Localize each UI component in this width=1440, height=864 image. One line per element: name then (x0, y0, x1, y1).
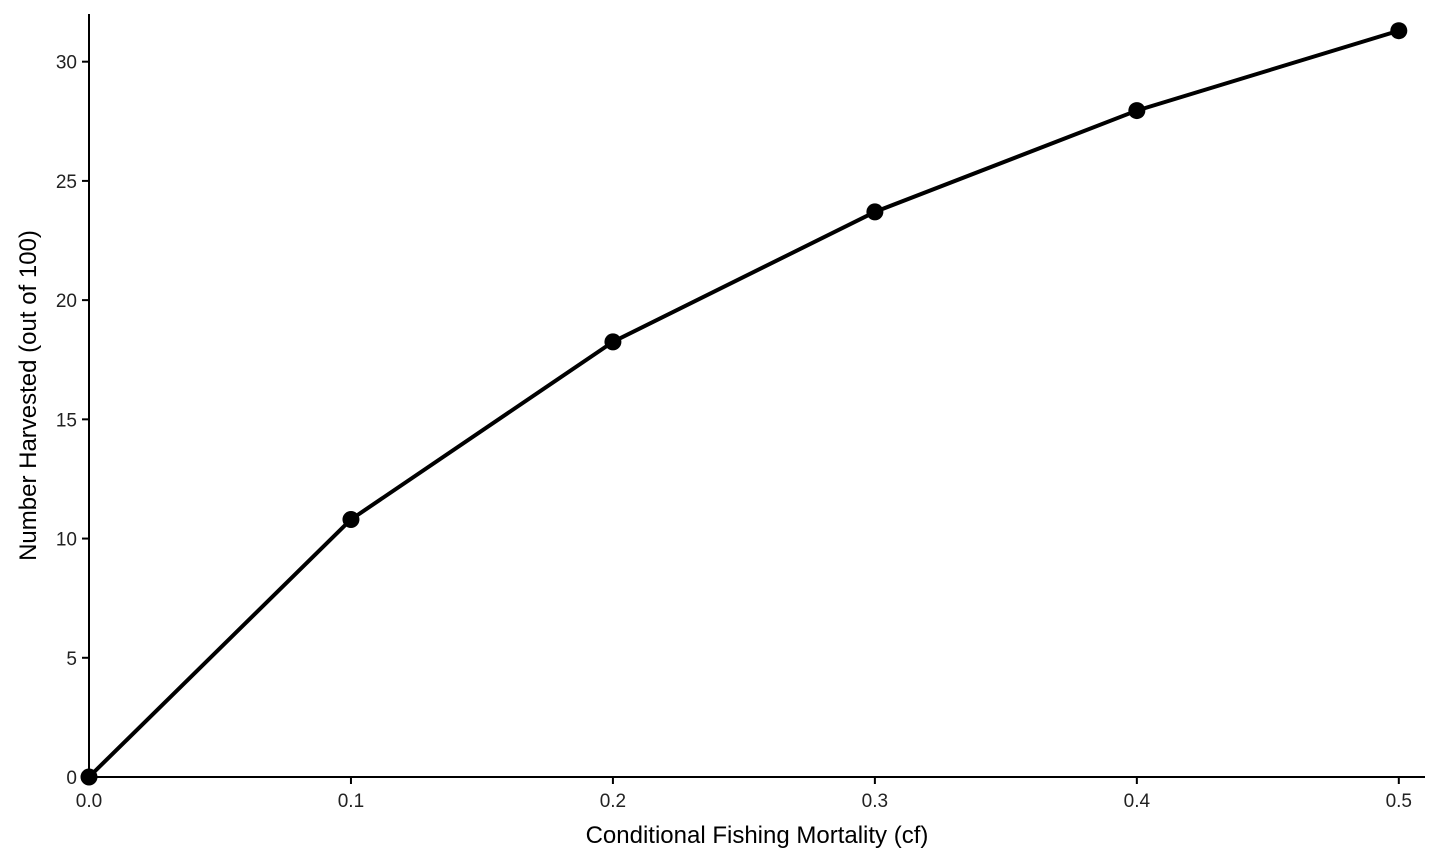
x-tick-label: 0.2 (600, 791, 626, 812)
x-axis-title: Conditional Fishing Mortality (cf) (586, 822, 929, 849)
plot-area (80, 22, 1408, 786)
x-tick-label: 0.0 (76, 791, 102, 812)
x-tick-label: 0.1 (338, 791, 364, 812)
y-tick-label: 10 (56, 530, 77, 551)
y-tick-label: 5 (66, 649, 77, 670)
series-line (87, 28, 1401, 779)
data-point (1390, 22, 1408, 40)
x-axis-ticks: 0.0 0.1 0.2 0.3 0.4 0.5 (76, 777, 1412, 812)
y-tick-label: 20 (56, 291, 77, 312)
y-tick-label: 30 (56, 53, 77, 74)
y-axis-ticks: 0 5 10 15 20 25 30 (56, 53, 89, 789)
data-point (604, 333, 622, 351)
x-tick-label: 0.5 (1386, 791, 1412, 812)
y-tick-label: 0 (66, 768, 77, 789)
axes: 0 5 10 15 20 25 30 0.0 0.1 0.2 0.3 0.4 0.5 (56, 14, 1425, 812)
data-point (866, 203, 884, 221)
data-point (342, 510, 360, 528)
y-axis-title: Number Harvested (out of 100) (15, 230, 42, 561)
data-point (1128, 102, 1146, 120)
y-tick-label: 15 (56, 410, 77, 431)
x-tick-label: 0.3 (862, 791, 888, 812)
y-tick-label: 25 (56, 172, 77, 193)
x-tick-label: 0.4 (1124, 791, 1151, 812)
